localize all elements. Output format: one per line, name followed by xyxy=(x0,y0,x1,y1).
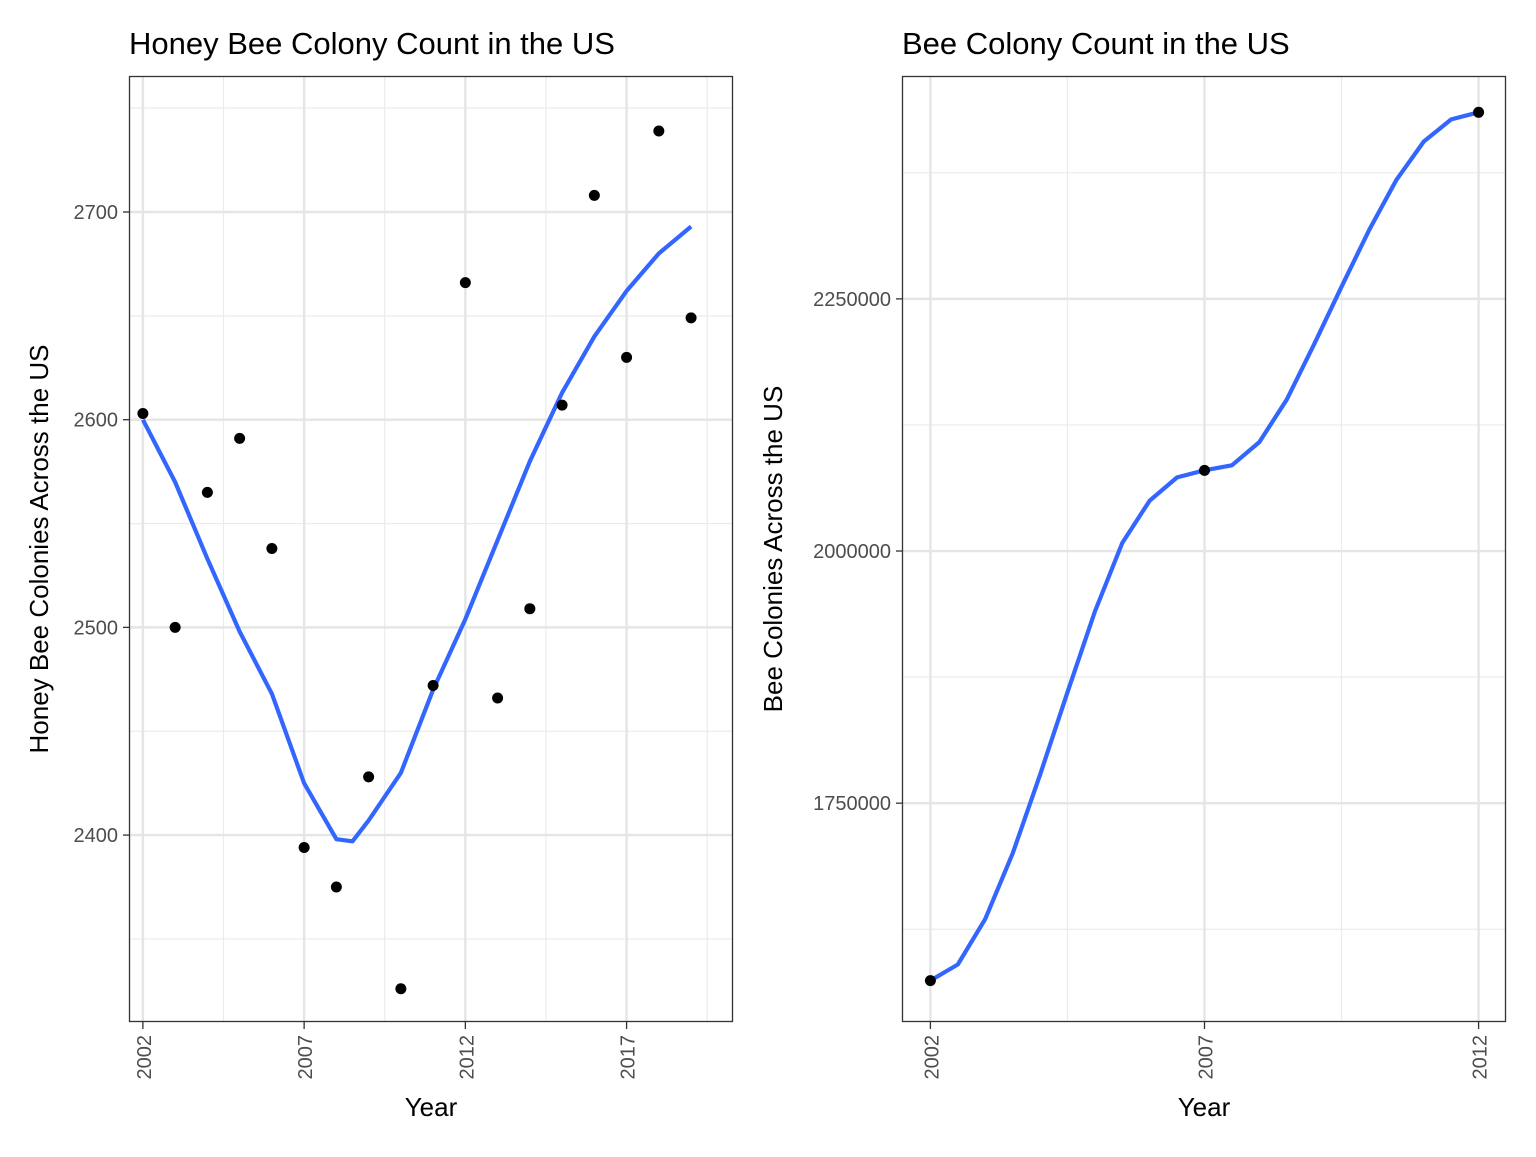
honey-bee-data-point xyxy=(330,881,342,893)
bee-x-axis-label: Year xyxy=(1178,1092,1231,1122)
bee-x-tick-label: 2007 xyxy=(1196,1035,1218,1080)
honey-bee-y-ticks: 2400 2500 2600 2700 xyxy=(74,202,130,847)
honey-bee-data-point xyxy=(524,603,536,615)
honey-bee-data-point xyxy=(653,125,665,137)
honey-bee-plot-border xyxy=(128,75,734,1023)
honey-bee-data-point xyxy=(459,277,471,289)
bee-data-point xyxy=(924,975,936,987)
honey-bee-x-tick-label: 2012 xyxy=(456,1035,478,1080)
honey-bee-data-point xyxy=(169,621,181,633)
honey-bee-points-layer xyxy=(137,125,697,995)
honey-bee-x-tick-label: 2017 xyxy=(618,1035,640,1080)
honey-bee-y-tick-label: 2400 xyxy=(74,825,119,847)
bee-panel: Bee Colony Count in the US 1750000 200000… xyxy=(758,26,1507,1122)
honey-bee-data-point xyxy=(201,486,213,498)
bee-plot-border xyxy=(901,75,1507,1023)
bee-data-point xyxy=(1199,464,1210,476)
bee-x-tick-label: 2012 xyxy=(1470,1035,1492,1080)
bee-y-axis-label: Bee Colonies Across the US xyxy=(758,386,788,713)
honey-bee-data-point xyxy=(298,842,310,854)
honey-bee-y-tick-label: 2700 xyxy=(74,202,119,224)
honey-bee-x-tick-label: 2007 xyxy=(295,1035,317,1080)
honey-bee-data-point xyxy=(266,542,278,554)
honey-bee-data-point xyxy=(588,189,600,201)
honey-bee-data-point xyxy=(137,407,149,419)
honey-bee-data-point xyxy=(492,692,504,704)
honey-bee-data-point xyxy=(395,983,407,995)
bee-chart-title: Bee Colony Count in the US xyxy=(902,26,1290,61)
honey-bee-chart-title: Honey Bee Colony Count in the US xyxy=(129,26,615,61)
bee-y-ticks: 1750000 2000000 2250000 xyxy=(813,289,903,815)
honey-bee-data-point xyxy=(685,312,697,324)
bee-grid xyxy=(903,77,1506,1022)
bee-x-tick-label: 2002 xyxy=(921,1035,943,1080)
honey-bee-y-axis-label: Honey Bee Colonies Across the US xyxy=(24,345,54,754)
honey-bee-x-tick-label: 2002 xyxy=(134,1035,156,1080)
bee-data-point xyxy=(1473,106,1485,118)
bee-y-tick-label: 1750000 xyxy=(813,793,891,815)
honey-bee-smooth-line xyxy=(141,224,693,844)
honey-bee-y-tick-label: 2600 xyxy=(74,410,119,432)
honey-bee-x-ticks: 2002 2007 2012 2017 xyxy=(134,1022,640,1080)
honey-bee-plot-background xyxy=(130,77,733,1022)
honey-bee-smooth-layer xyxy=(141,224,693,844)
bee-y-tick-label: 2000000 xyxy=(813,541,891,563)
bee-points-layer xyxy=(924,106,1485,987)
honey-bee-x-axis-label: Year xyxy=(405,1092,458,1122)
honey-bee-data-point xyxy=(234,432,246,444)
bee-x-ticks: 2002 2007 2012 xyxy=(921,1022,1492,1080)
honey-bee-data-point xyxy=(621,351,633,363)
honey-bee-data-point xyxy=(556,399,568,411)
honey-bee-data-point xyxy=(427,680,439,692)
honey-bee-data-point xyxy=(363,771,375,783)
honey-bee-grid xyxy=(130,77,733,1022)
honey-bee-y-tick-label: 2500 xyxy=(74,617,119,639)
bee-y-tick-label: 2250000 xyxy=(813,289,891,311)
